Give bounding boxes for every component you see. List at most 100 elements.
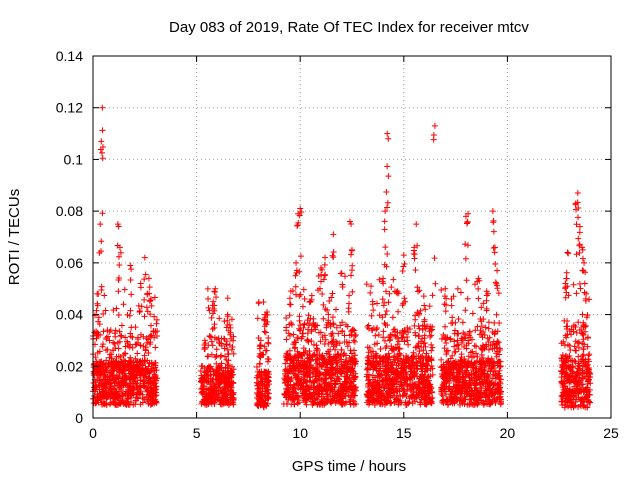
data-point: [122, 373, 129, 380]
data-point: [141, 276, 148, 283]
data-point: [487, 400, 494, 407]
data-point: [414, 366, 421, 373]
data-point: [368, 327, 375, 334]
data-point: [329, 252, 336, 259]
data-point: [383, 371, 390, 378]
data-point: [381, 368, 388, 375]
data-point: [474, 323, 481, 330]
data-point: [369, 372, 376, 379]
data-point: [459, 398, 466, 405]
data-point: [103, 357, 110, 364]
data-point: [427, 385, 434, 392]
data-point: [455, 315, 462, 322]
data-point: [476, 366, 483, 373]
data-point: [414, 242, 421, 249]
data-point: [208, 400, 215, 407]
data-point: [96, 321, 103, 328]
data-point: [580, 360, 587, 367]
data-point: [483, 341, 490, 348]
data-point: [371, 380, 378, 387]
data-point: [147, 387, 154, 394]
data-point: [496, 376, 503, 383]
data-point: [338, 346, 345, 353]
data-point: [575, 214, 582, 221]
data-point: [147, 396, 154, 403]
data-point: [396, 388, 403, 395]
data-point: [287, 395, 294, 402]
data-point: [494, 341, 501, 348]
data-point: [292, 352, 299, 359]
data-point: [204, 285, 211, 292]
data-point: [216, 384, 223, 391]
data-point: [374, 300, 381, 307]
data-point: [118, 333, 125, 340]
data-point: [353, 387, 360, 394]
data-point: [220, 399, 227, 406]
data-point: [124, 390, 131, 397]
data-point: [339, 328, 346, 335]
data-point: [370, 355, 377, 362]
data-point: [143, 304, 150, 311]
data-point: [225, 369, 232, 376]
data-point: [132, 401, 139, 408]
data-point: [150, 327, 157, 334]
data-point: [339, 398, 346, 405]
data-point: [349, 365, 356, 372]
data-point: [304, 337, 311, 344]
data-point: [438, 363, 445, 370]
data-point: [383, 343, 390, 350]
data-point: [298, 208, 305, 215]
data-point: [330, 231, 337, 238]
data-point: [579, 311, 586, 318]
data-point: [576, 386, 583, 393]
data-point: [261, 317, 268, 324]
data-point: [212, 354, 219, 361]
data-point: [408, 392, 415, 399]
data-point: [116, 328, 123, 335]
data-point: [438, 286, 445, 293]
data-point: [462, 307, 469, 314]
data-point: [286, 353, 293, 360]
data-point: [347, 361, 354, 368]
data-point: [352, 373, 359, 380]
data-point: [101, 393, 108, 400]
data-point: [445, 358, 452, 365]
data-point: [293, 354, 300, 361]
data-point: [485, 355, 492, 362]
data-point: [565, 358, 572, 365]
data-point: [379, 296, 386, 303]
data-point: [204, 365, 211, 372]
data-point: [122, 399, 129, 406]
data-point: [120, 362, 127, 369]
data-point: [339, 319, 346, 326]
data-point: [134, 334, 141, 341]
data-point: [497, 363, 504, 370]
data-point: [261, 382, 268, 389]
data-point: [121, 382, 128, 389]
data-point: [496, 351, 503, 358]
data-point: [490, 228, 497, 235]
data-point: [323, 386, 330, 393]
data-point: [208, 351, 215, 358]
data-point: [461, 360, 468, 367]
data-point: [571, 357, 578, 364]
data-point: [132, 324, 139, 331]
plot-frame: [92, 55, 612, 419]
data-point: [207, 390, 214, 397]
data-point: [559, 392, 566, 399]
data-point: [574, 190, 581, 197]
data-point: [287, 288, 294, 295]
data-point: [482, 394, 489, 401]
data-point: [477, 389, 484, 396]
data-point: [580, 346, 587, 353]
data-point: [305, 312, 312, 319]
data-point: [206, 395, 213, 402]
data-point: [351, 338, 358, 345]
data-point: [441, 345, 448, 352]
data-point: [127, 359, 134, 366]
data-point: [259, 378, 266, 385]
data-point: [475, 285, 482, 292]
data-point: [370, 348, 377, 355]
data-point: [350, 378, 357, 385]
data-point: [580, 336, 587, 343]
